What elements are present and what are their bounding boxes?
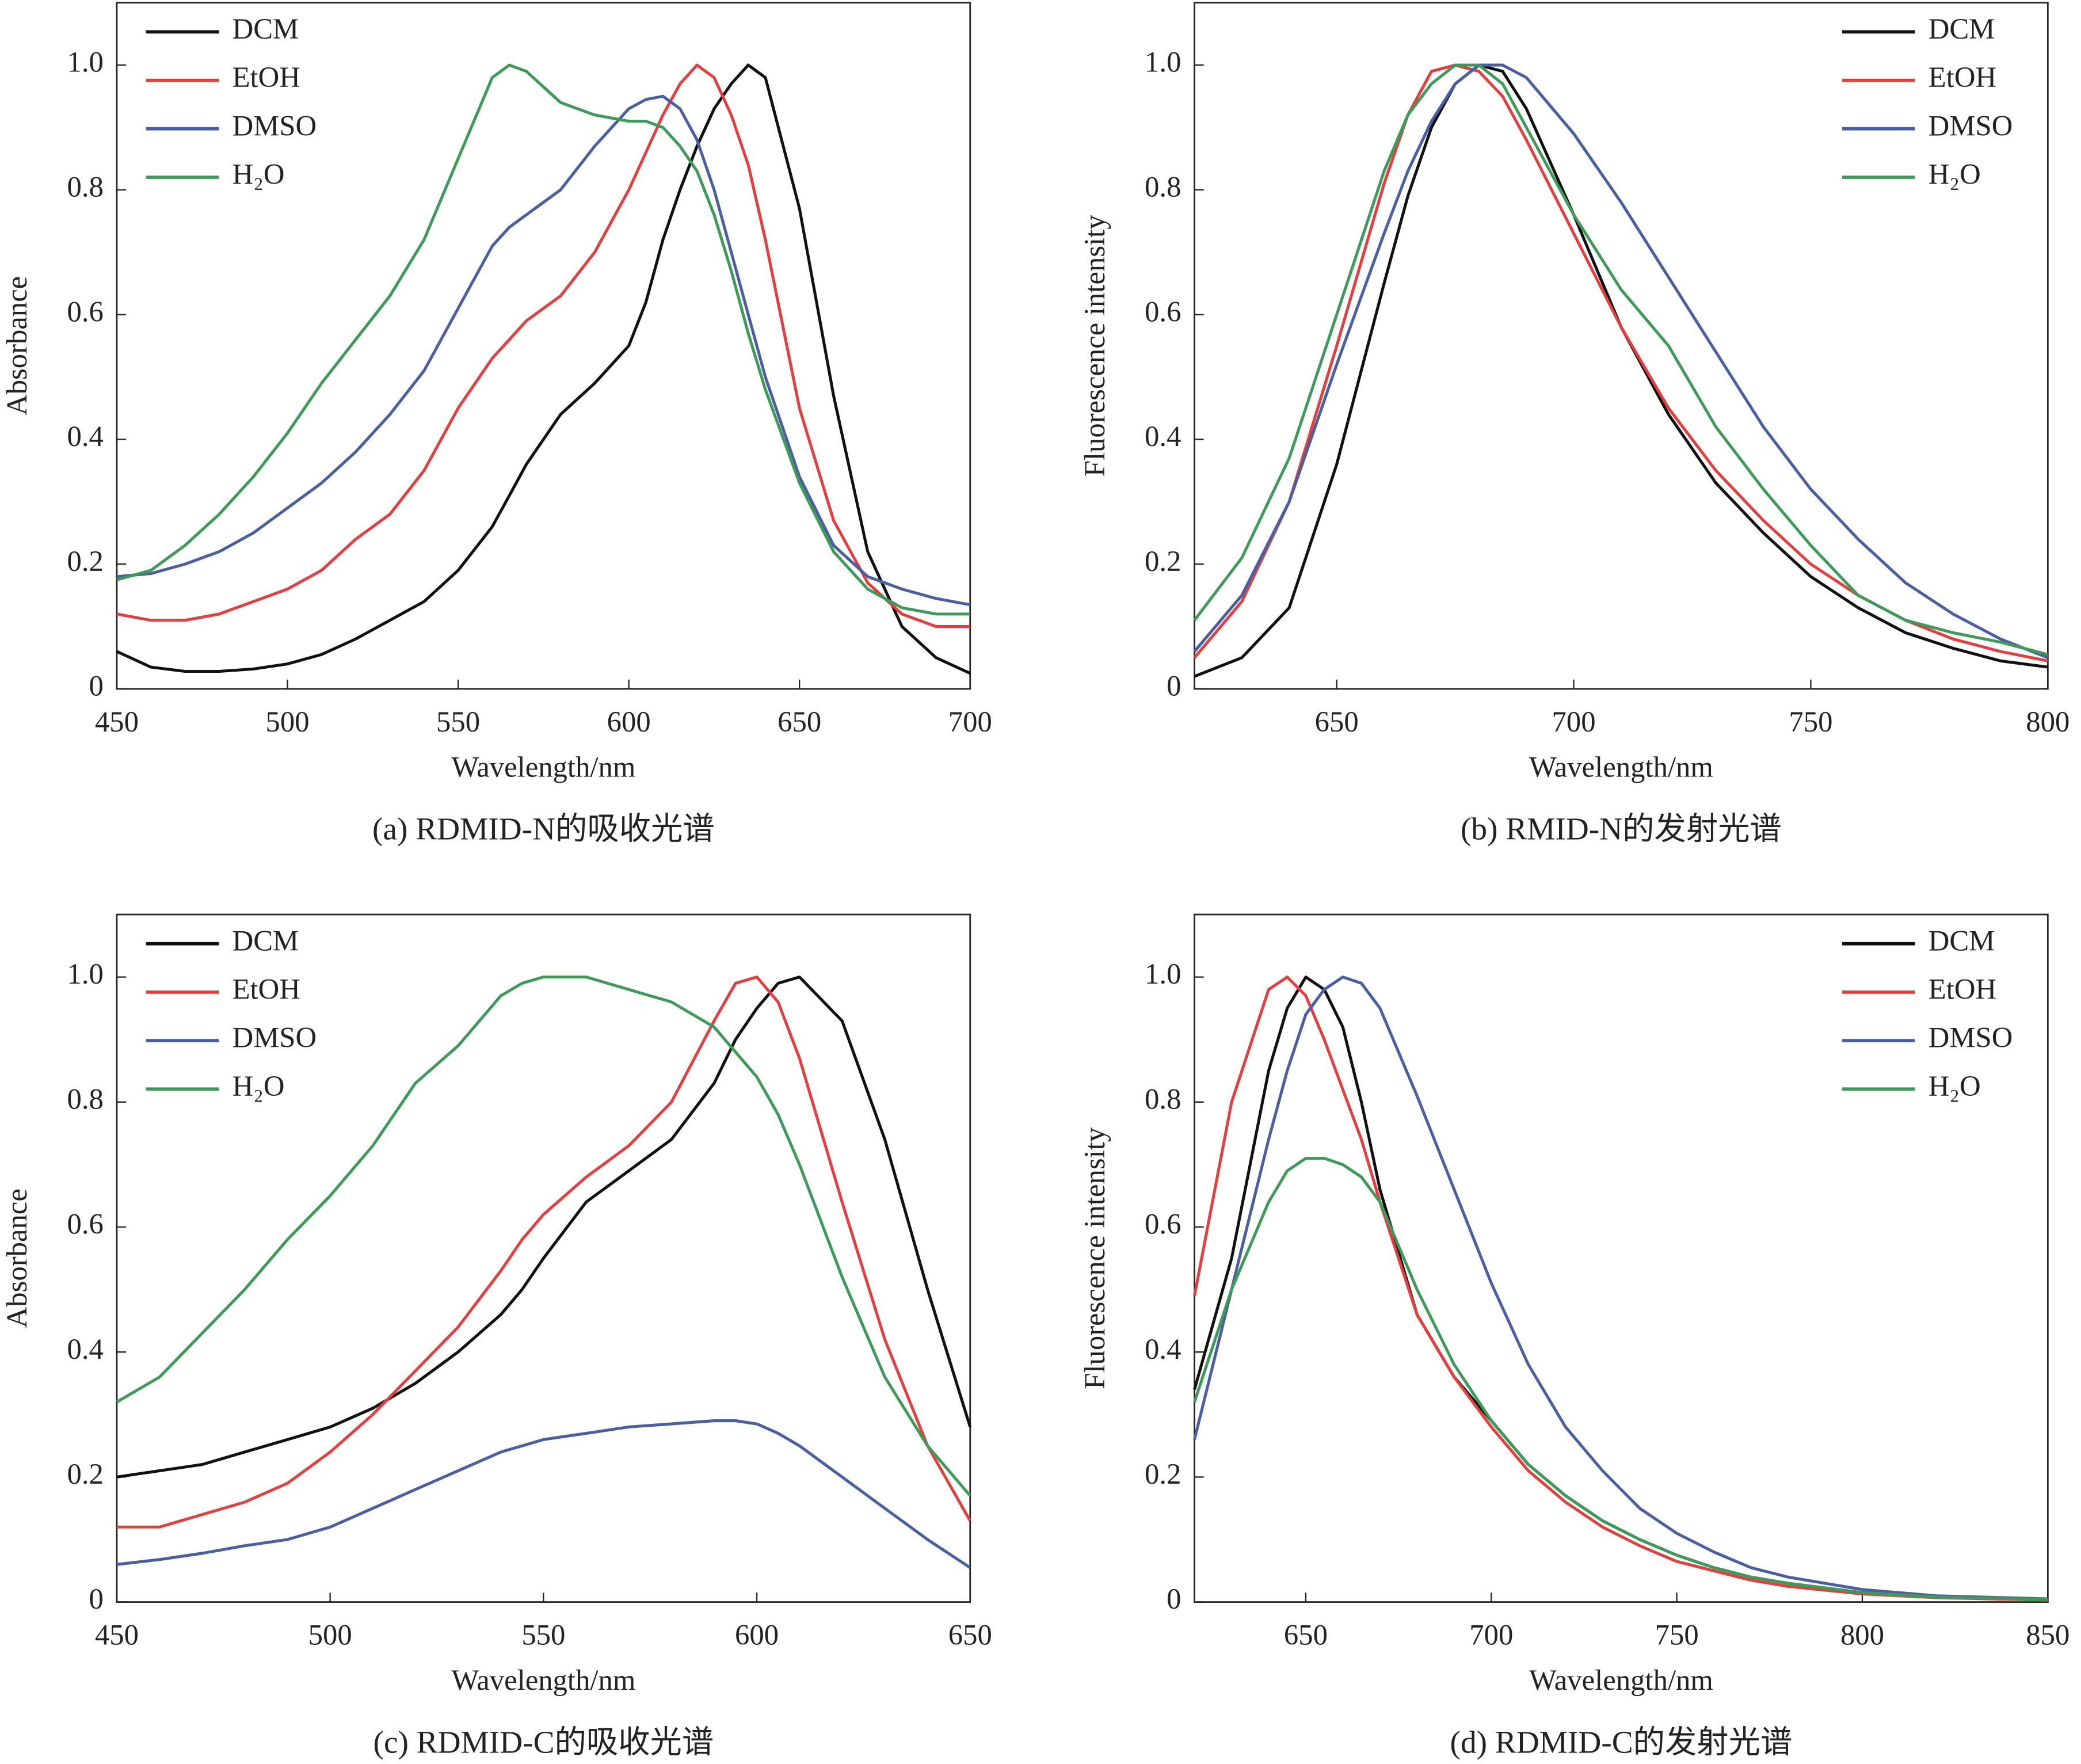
x-tick-label: 500 bbox=[308, 1618, 352, 1651]
data-line bbox=[116, 63, 970, 616]
caption: (c) RDMID-C的吸收光谱 bbox=[373, 1724, 714, 1759]
y-tick-label: 1.0 bbox=[1145, 46, 1181, 78]
x-tick-label: 650 bbox=[1315, 706, 1359, 738]
x-axis-label: Wavelength/nm bbox=[451, 750, 635, 783]
x-tick-label: 500 bbox=[265, 706, 309, 738]
legend-label: H₂O bbox=[233, 1070, 285, 1102]
y-tick-label: 0.2 bbox=[67, 545, 103, 577]
legend-label: DCM bbox=[233, 924, 299, 957]
data-line bbox=[1193, 976, 2048, 1602]
y-tick-label: 0.8 bbox=[1145, 170, 1181, 203]
x-tick-label: 650 bbox=[1284, 1618, 1328, 1651]
plot-frame bbox=[1194, 2, 2049, 690]
y-tick-label: 0.6 bbox=[1145, 295, 1181, 327]
y-tick-label: 0.2 bbox=[67, 1458, 103, 1490]
x-tick-label: 700 bbox=[948, 706, 992, 738]
caption: (a) RDMID-N的吸收光谱 bbox=[372, 811, 715, 847]
data-line bbox=[116, 976, 972, 1479]
legend-label: DCM bbox=[1928, 13, 1995, 45]
data-line bbox=[116, 63, 970, 628]
y-tick-label: 0 bbox=[1167, 670, 1181, 702]
plot-frame bbox=[1194, 913, 2049, 1603]
legend-label: H₂O bbox=[1928, 158, 1981, 191]
y-tick-label: 0.2 bbox=[1145, 1458, 1181, 1490]
x-tick-label: 600 bbox=[607, 706, 651, 738]
legend-label: EtOH bbox=[1928, 61, 1996, 93]
data-line bbox=[1193, 976, 2048, 1601]
y-tick-label: 0.4 bbox=[67, 420, 103, 452]
x-tick-label: 650 bbox=[948, 1618, 992, 1651]
x-tick-label: 700 bbox=[1469, 1618, 1513, 1651]
y-axis-label: Absorbance bbox=[1, 1188, 33, 1328]
y-tick-label: 0 bbox=[1167, 1583, 1181, 1615]
legend-label: DMSO bbox=[1928, 1022, 2013, 1054]
x-axis-label: Wavelength/nm bbox=[451, 1664, 635, 1696]
x-tick-label: 600 bbox=[735, 1618, 779, 1651]
x-tick-label: 850 bbox=[2026, 1618, 2069, 1651]
legend-label: DMSO bbox=[233, 1022, 317, 1054]
data-line bbox=[1193, 63, 2048, 656]
y-tick-label: 0.6 bbox=[1145, 1208, 1181, 1240]
x-axis-label: Wavelength/nm bbox=[1529, 750, 1713, 783]
y-axis-label: Absorbance bbox=[1, 276, 33, 416]
x-tick-label: 700 bbox=[1552, 706, 1596, 738]
y-tick-label: 0.6 bbox=[67, 295, 103, 327]
y-axis-label: Fluorescence intensity bbox=[1078, 1127, 1111, 1389]
data-line bbox=[1193, 63, 2048, 662]
plot-frame bbox=[116, 2, 971, 690]
x-tick-label: 750 bbox=[1655, 1618, 1699, 1651]
y-tick-label: 1.0 bbox=[1145, 958, 1181, 990]
x-tick-label: 450 bbox=[95, 706, 139, 738]
y-tick-label: 0.6 bbox=[67, 1208, 103, 1240]
legend-label: DCM bbox=[233, 13, 299, 45]
x-tick-label: 800 bbox=[2026, 706, 2069, 738]
y-axis-label: Fluorescence intensity bbox=[1078, 215, 1111, 477]
y-tick-label: 0.2 bbox=[1145, 545, 1181, 577]
data-line bbox=[1193, 976, 2048, 1601]
y-tick-label: 0 bbox=[89, 670, 104, 702]
legend-label: EtOH bbox=[233, 61, 300, 93]
legend-label: H₂O bbox=[233, 158, 285, 191]
data-line bbox=[1194, 63, 2048, 678]
y-tick-label: 0.4 bbox=[1145, 1333, 1181, 1365]
x-tick-label: 450 bbox=[95, 1618, 139, 1651]
x-tick-label: 550 bbox=[436, 706, 480, 738]
data-line bbox=[116, 976, 971, 1529]
y-tick-label: 0.4 bbox=[1145, 420, 1181, 452]
y-tick-label: 0.4 bbox=[67, 1333, 103, 1365]
legend-label: EtOH bbox=[233, 973, 300, 1005]
data-line bbox=[116, 976, 971, 1497]
data-line bbox=[116, 94, 971, 607]
data-line bbox=[1193, 1157, 2048, 1601]
data-line bbox=[1193, 63, 2049, 660]
y-tick-label: 0.8 bbox=[1145, 1083, 1181, 1115]
x-tick-label: 650 bbox=[777, 706, 821, 738]
y-tick-label: 0 bbox=[89, 1583, 104, 1615]
legend-label: H₂O bbox=[1928, 1070, 1981, 1102]
data-line bbox=[116, 63, 971, 675]
y-tick-label: 1.0 bbox=[67, 958, 103, 990]
y-tick-label: 1.0 bbox=[67, 46, 103, 78]
x-axis-label: Wavelength/nm bbox=[1529, 1664, 1713, 1696]
legend-label: DMSO bbox=[233, 109, 317, 142]
caption: (d) RDMID-C的发射光谱 bbox=[1450, 1724, 1793, 1759]
legend-label: DCM bbox=[1928, 924, 1995, 957]
x-tick-label: 750 bbox=[1789, 706, 1832, 738]
y-tick-label: 0.8 bbox=[67, 170, 103, 203]
legend-label: DMSO bbox=[1928, 109, 2013, 142]
data-line bbox=[116, 1419, 971, 1569]
legend-label: EtOH bbox=[1928, 973, 1996, 1005]
caption: (b) RMID-N的发射光谱 bbox=[1461, 811, 1782, 847]
x-tick-label: 550 bbox=[521, 1618, 565, 1651]
x-tick-label: 800 bbox=[1840, 1618, 1884, 1651]
y-tick-label: 0.8 bbox=[67, 1083, 103, 1115]
